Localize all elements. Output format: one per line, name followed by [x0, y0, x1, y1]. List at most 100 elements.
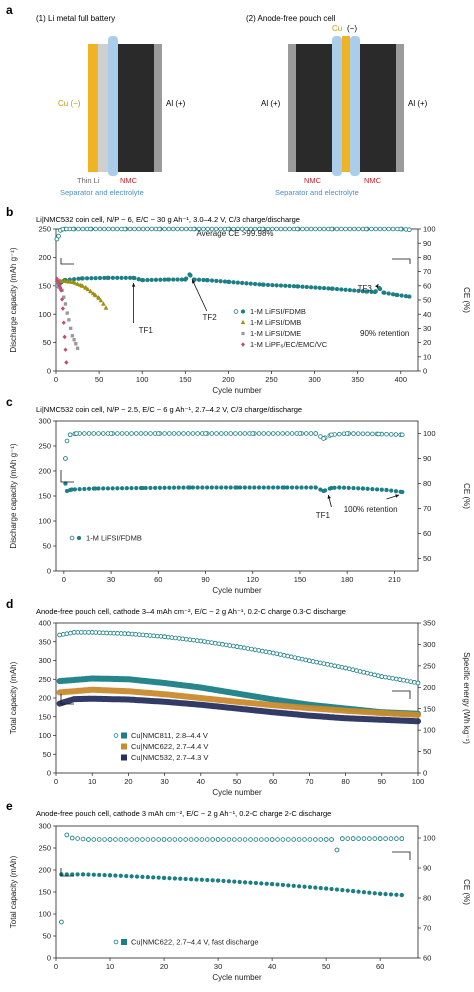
series-b-4-point: [65, 311, 69, 315]
series-b-2-point: [252, 226, 258, 232]
series-e-2-point: [296, 837, 302, 842]
x-tick-label-e: 20: [160, 962, 168, 971]
series-b-2-point: [166, 226, 172, 232]
series-c-1-point: [308, 485, 314, 490]
series-d-2-point: [198, 638, 204, 644]
series-d-2-point: [140, 632, 146, 638]
series-e-2-point: [253, 837, 259, 842]
series-c-2-point: [218, 431, 224, 436]
series-e-1-point: [334, 887, 340, 892]
y-tick-label-d: 350: [38, 637, 51, 646]
series-e-1-point: [107, 873, 113, 878]
y-tick-label-b: 100: [38, 310, 51, 319]
energy-axis-arrow-d: [392, 690, 411, 699]
y2-tick-label-d: 250: [423, 661, 436, 670]
cu-minus-label: Cu (−): [58, 99, 81, 108]
y-tick-label-b: 0: [47, 367, 51, 376]
series-b-2-point: [407, 227, 412, 233]
series-b-2-point: [70, 226, 76, 232]
series-c-1-point: [351, 485, 356, 491]
series-c-1-point: [365, 486, 370, 491]
series-c-2-point: [285, 431, 290, 436]
series-c-1-point: [176, 485, 181, 490]
series-e-1-point: [215, 878, 221, 883]
al-plus-left-label: Al (+): [261, 99, 281, 108]
series-c-2-point: [393, 432, 399, 437]
series-e-2-point: [340, 836, 345, 841]
series-c-2-point: [86, 431, 92, 436]
series-e-1-point: [388, 892, 394, 897]
series-b-1-point: [89, 276, 94, 281]
series-c-1-point: [379, 487, 384, 492]
series-c-2-point: [266, 431, 271, 436]
series-c-1-point: [119, 486, 125, 491]
series-c-1-point: [115, 486, 120, 491]
series-e-2-point: [75, 836, 80, 841]
series-e-2-point: [161, 837, 167, 842]
x-axis-label-e: Cycle number: [212, 973, 262, 982]
series-d-2-point: [245, 646, 251, 651]
series-d-2-point: [292, 655, 298, 660]
series-d-2-point: [346, 666, 352, 672]
series-e-2-point: [150, 837, 156, 842]
series-e-1-point: [102, 872, 107, 878]
series-b-2-point: [136, 226, 142, 232]
series-b-1-point: [231, 280, 236, 285]
series-b-1-point: [235, 280, 241, 285]
capacity-axis-arrow-b: [60, 258, 74, 265]
series-b-2-point: [274, 226, 279, 232]
series-b-3-point: [103, 305, 109, 310]
series-c-2-point: [308, 431, 314, 436]
series-b-4-point: [70, 334, 74, 338]
series-b-2-point: [390, 226, 396, 232]
series-e-1-point: [394, 892, 399, 897]
series-e-2-point: [204, 837, 210, 842]
y2-tick-label-d: 300: [423, 640, 436, 649]
series-b-3-point: [101, 301, 106, 306]
al-foil-left: [288, 44, 296, 172]
series-c-1-point: [384, 487, 389, 493]
series-b-1-point: [364, 289, 369, 294]
series-e-1-point: [361, 890, 367, 895]
y-axis-label-e: Total capacity (mAh): [9, 855, 18, 928]
legend-marker-b: [241, 342, 245, 347]
nmc-cathode: [118, 44, 154, 172]
series-c-2-point: [275, 431, 281, 436]
series-b-1-point: [321, 285, 327, 291]
series-b-1-point: [183, 277, 188, 282]
series-e-1-point: [145, 874, 151, 880]
series-e-2-point: [113, 837, 118, 842]
series-e-2-point: [323, 837, 329, 842]
y-tick-label-c: 200: [38, 467, 51, 476]
series-b-2-point: [363, 226, 369, 232]
series-b-1-point: [278, 283, 284, 288]
legend-label-d: Cu|NMC811, 2.8–4.4 V: [131, 731, 208, 740]
x-tick-label-e: 50: [322, 962, 330, 971]
series-b-1-point: [252, 281, 258, 287]
panel-b-label: b: [6, 205, 13, 219]
series-c-2-point: [148, 431, 153, 436]
series-b-1-point: [153, 277, 159, 282]
series-c-1-point: [271, 485, 276, 490]
series-c-1-point: [256, 485, 262, 490]
nmc-left: [296, 44, 332, 172]
series-e-1-point: [86, 872, 91, 877]
series-b-2-point: [244, 226, 249, 232]
series-b-1-point: [381, 290, 386, 295]
series-e-1-point: [248, 880, 253, 885]
y-tick-label-b: 50: [43, 338, 51, 347]
y-tick-label-e: 250: [38, 844, 51, 853]
series-b-2-point: [347, 226, 353, 232]
x-tick-label-b: 300: [308, 375, 321, 384]
series-b-2-point: [260, 226, 266, 232]
series-b-4-point: [72, 338, 76, 342]
series-b-2-point: [88, 226, 93, 232]
series-c-1-point: [228, 485, 233, 490]
series-b-2-point: [304, 226, 310, 232]
series-e-1-point: [307, 885, 313, 890]
series-c-2-point: [399, 432, 405, 438]
y-tick-label-b: 200: [38, 253, 51, 262]
series-d-2-point: [372, 672, 377, 678]
series-c-1-point: [247, 485, 252, 490]
series-c-2-point: [133, 431, 139, 436]
